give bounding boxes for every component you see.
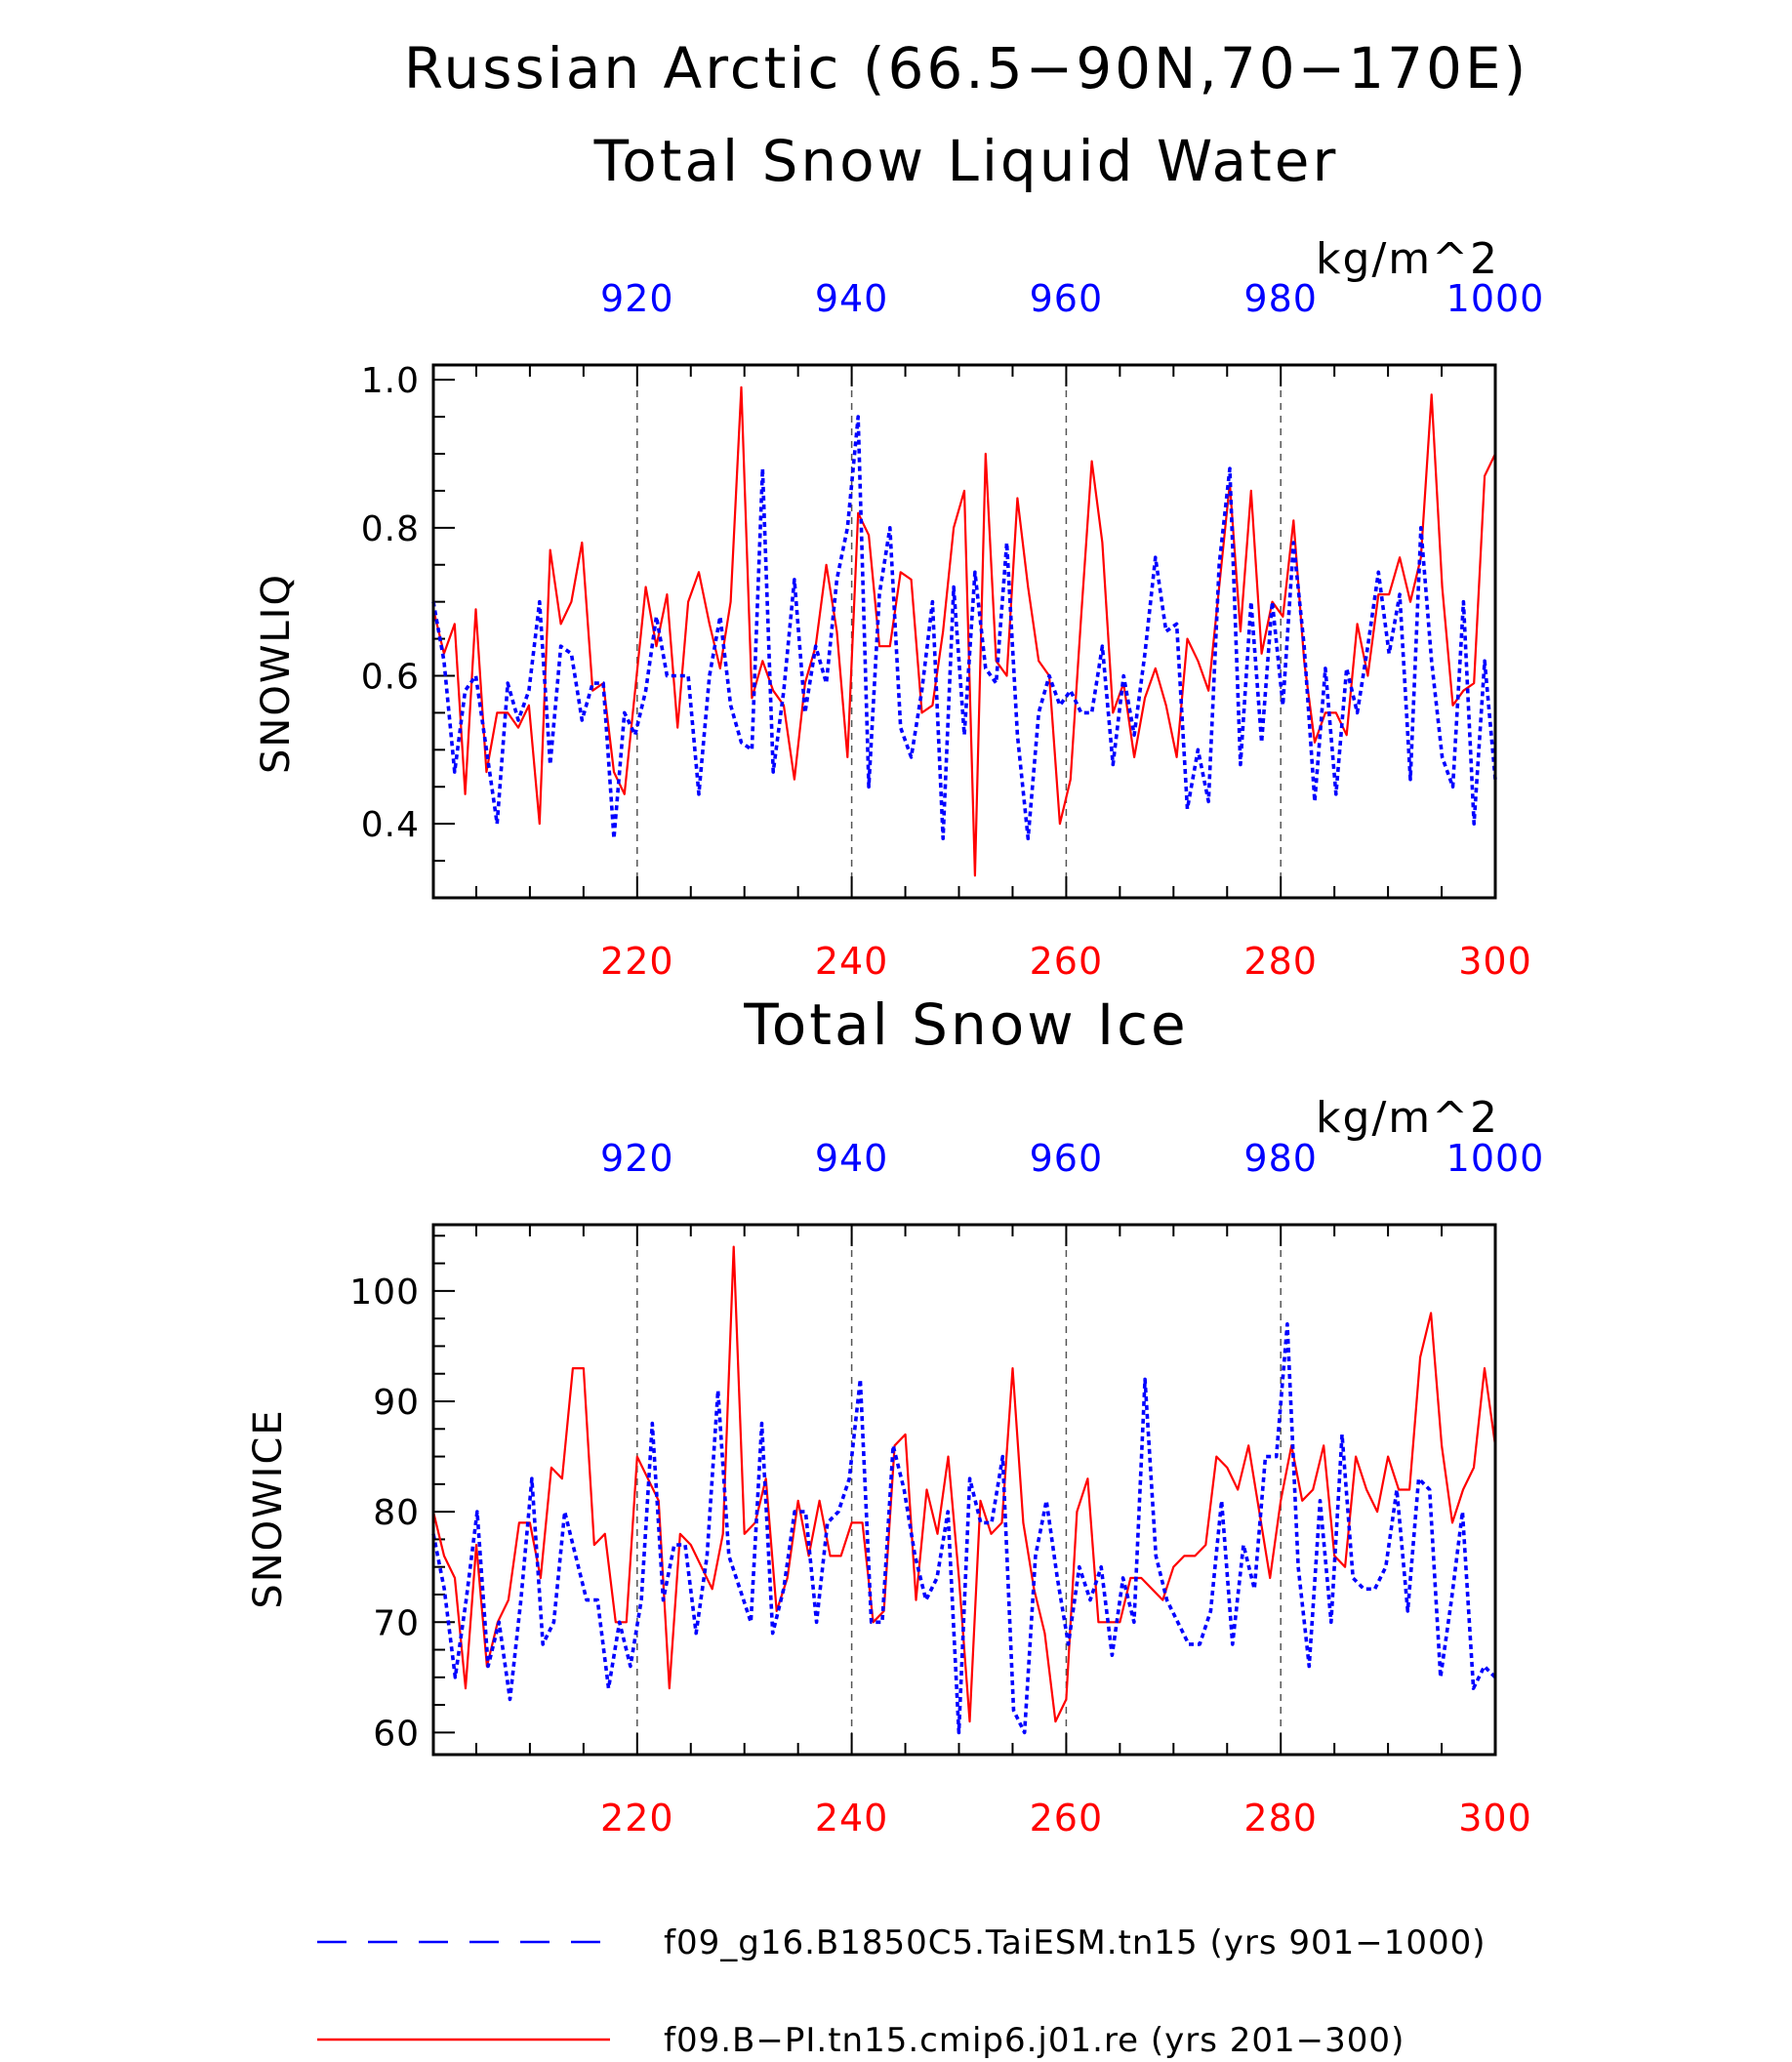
y-tick-label: 90 (373, 1383, 420, 1423)
y-tick-label: 0.6 (361, 658, 420, 698)
x-tick-label-top: 960 (1030, 1137, 1104, 1180)
x-tick-label-top: 980 (1243, 1137, 1318, 1180)
top-x-tick-labels-snowliq: 920 940 960 980 1000 (600, 277, 1545, 320)
series-line-red (431, 1245, 1497, 1723)
plot-frame-snowliq (431, 363, 1497, 900)
legend: f09_g16.B1850C5.TaiESM.tn15 (yrs 901−100… (317, 1923, 1487, 2060)
legend-label-red: f09.B−PI.tn15.cmip6.j01.re (yrs 201−300) (664, 2021, 1405, 2060)
x-tick-label-top: 920 (600, 1137, 674, 1180)
y-tick-label: 100 (349, 1273, 420, 1313)
x-tick-label-bottom: 260 (1030, 940, 1104, 983)
x-tick-label-top: 1000 (1446, 277, 1545, 320)
chart-title-snowliq: Total Snow Liquid Water (593, 128, 1339, 194)
series-snowice (431, 1245, 1497, 1735)
y-tick-labels-snowice: 60 70 80 90 100 (349, 1273, 420, 1755)
x-tick-label-top: 960 (1030, 277, 1104, 320)
y-tick-label: 60 (373, 1714, 420, 1754)
plot-frame-snowice (431, 1223, 1497, 1757)
chart-snowliq: Total Snow Liquid Water kg/m^2 SNOWLIQ 0… (254, 128, 1545, 983)
x-tick-label-top: 980 (1243, 277, 1318, 320)
units-label-snowice: kg/m^2 (1316, 1093, 1499, 1143)
x-tick-label-bottom: 220 (600, 940, 674, 983)
series-snowliq (431, 385, 1497, 877)
units-label-snowliq: kg/m^2 (1316, 234, 1499, 284)
x-tick-label-bottom: 300 (1458, 940, 1532, 983)
x-tick-label-top: 940 (815, 277, 889, 320)
legend-label-blue: f09_g16.B1850C5.TaiESM.tn15 (yrs 901−100… (664, 1923, 1487, 1962)
x-tick-label-top: 940 (815, 1137, 889, 1180)
series-line-red (431, 385, 1496, 877)
x-tick-label-bottom: 280 (1243, 940, 1318, 983)
y-tick-label: 0.4 (361, 805, 420, 845)
y-tick-label: 80 (373, 1493, 420, 1533)
y-tick-labels-snowliq: 0.4 0.6 0.8 1.0 (361, 361, 420, 845)
series-line-blue (431, 1322, 1497, 1735)
x-tick-label-bottom: 280 (1243, 1797, 1318, 1840)
y-axis-label-snowliq: SNOWLIQ (254, 573, 299, 774)
y-tick-label: 0.8 (361, 509, 420, 549)
ticks-snowice (433, 1225, 1496, 1755)
bottom-x-tick-labels-snowice: 220 240 260 280 300 (600, 1797, 1532, 1840)
series-line-blue (431, 415, 1497, 841)
x-tick-label-bottom: 300 (1458, 1797, 1532, 1840)
x-tick-label-bottom: 240 (815, 1797, 889, 1840)
y-tick-label: 1.0 (361, 361, 420, 401)
chart-snowice: Total Snow Ice kg/m^2 SNOWICE 60 70 80 90 10… (246, 991, 1545, 1840)
figure-title: Russian Arctic (66.5−90N,70−170E) (404, 35, 1528, 101)
bottom-x-tick-labels-snowliq: 220 240 260 280 300 (600, 940, 1532, 983)
top-x-tick-labels-snowice: 920 940 960 980 1000 (600, 1137, 1545, 1180)
y-tick-label: 70 (373, 1603, 420, 1643)
x-tick-label-top: 1000 (1446, 1137, 1545, 1180)
chart-title-snowice: Total Snow Ice (743, 991, 1189, 1058)
ticks-snowliq (433, 365, 1496, 899)
x-tick-label-top: 920 (600, 277, 674, 320)
x-tick-label-bottom: 220 (600, 1797, 674, 1840)
y-axis-label-snowice: SNOWICE (246, 1408, 291, 1608)
x-tick-label-bottom: 260 (1030, 1797, 1104, 1840)
grid-snowliq (636, 365, 1496, 898)
x-tick-label-bottom: 240 (815, 940, 889, 983)
